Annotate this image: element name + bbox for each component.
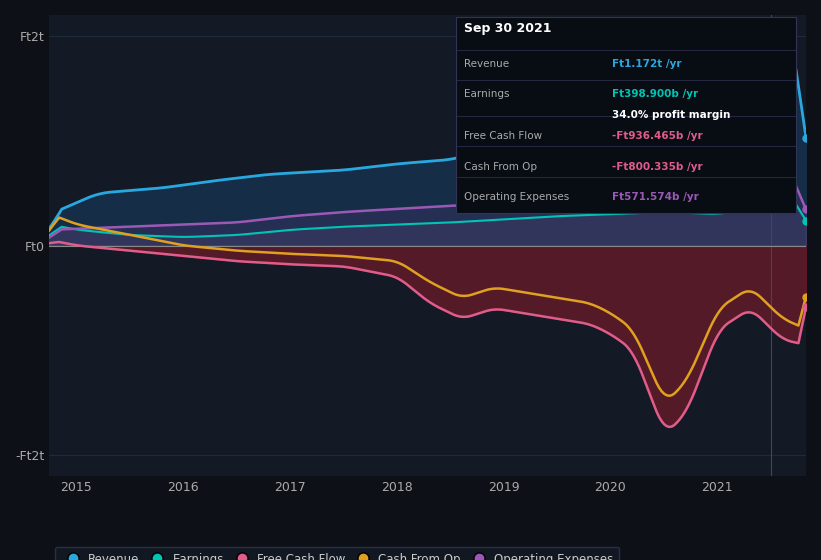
Text: Earnings: Earnings	[464, 89, 509, 99]
Text: -Ft936.465b /yr: -Ft936.465b /yr	[612, 132, 702, 141]
Text: Free Cash Flow: Free Cash Flow	[464, 132, 542, 141]
Text: Ft398.900b /yr: Ft398.900b /yr	[612, 89, 698, 99]
Text: Ft1.172t /yr: Ft1.172t /yr	[612, 59, 681, 69]
Text: Revenue: Revenue	[464, 59, 509, 69]
Text: Cash From Op: Cash From Op	[464, 161, 537, 171]
Text: 34.0% profit margin: 34.0% profit margin	[612, 110, 730, 120]
Text: Ft571.574b /yr: Ft571.574b /yr	[612, 192, 699, 202]
Text: -Ft800.335b /yr: -Ft800.335b /yr	[612, 161, 702, 171]
Legend: Revenue, Earnings, Free Cash Flow, Cash From Op, Operating Expenses: Revenue, Earnings, Free Cash Flow, Cash …	[55, 547, 619, 560]
Text: Sep 30 2021: Sep 30 2021	[464, 22, 552, 35]
Text: Operating Expenses: Operating Expenses	[464, 192, 569, 202]
